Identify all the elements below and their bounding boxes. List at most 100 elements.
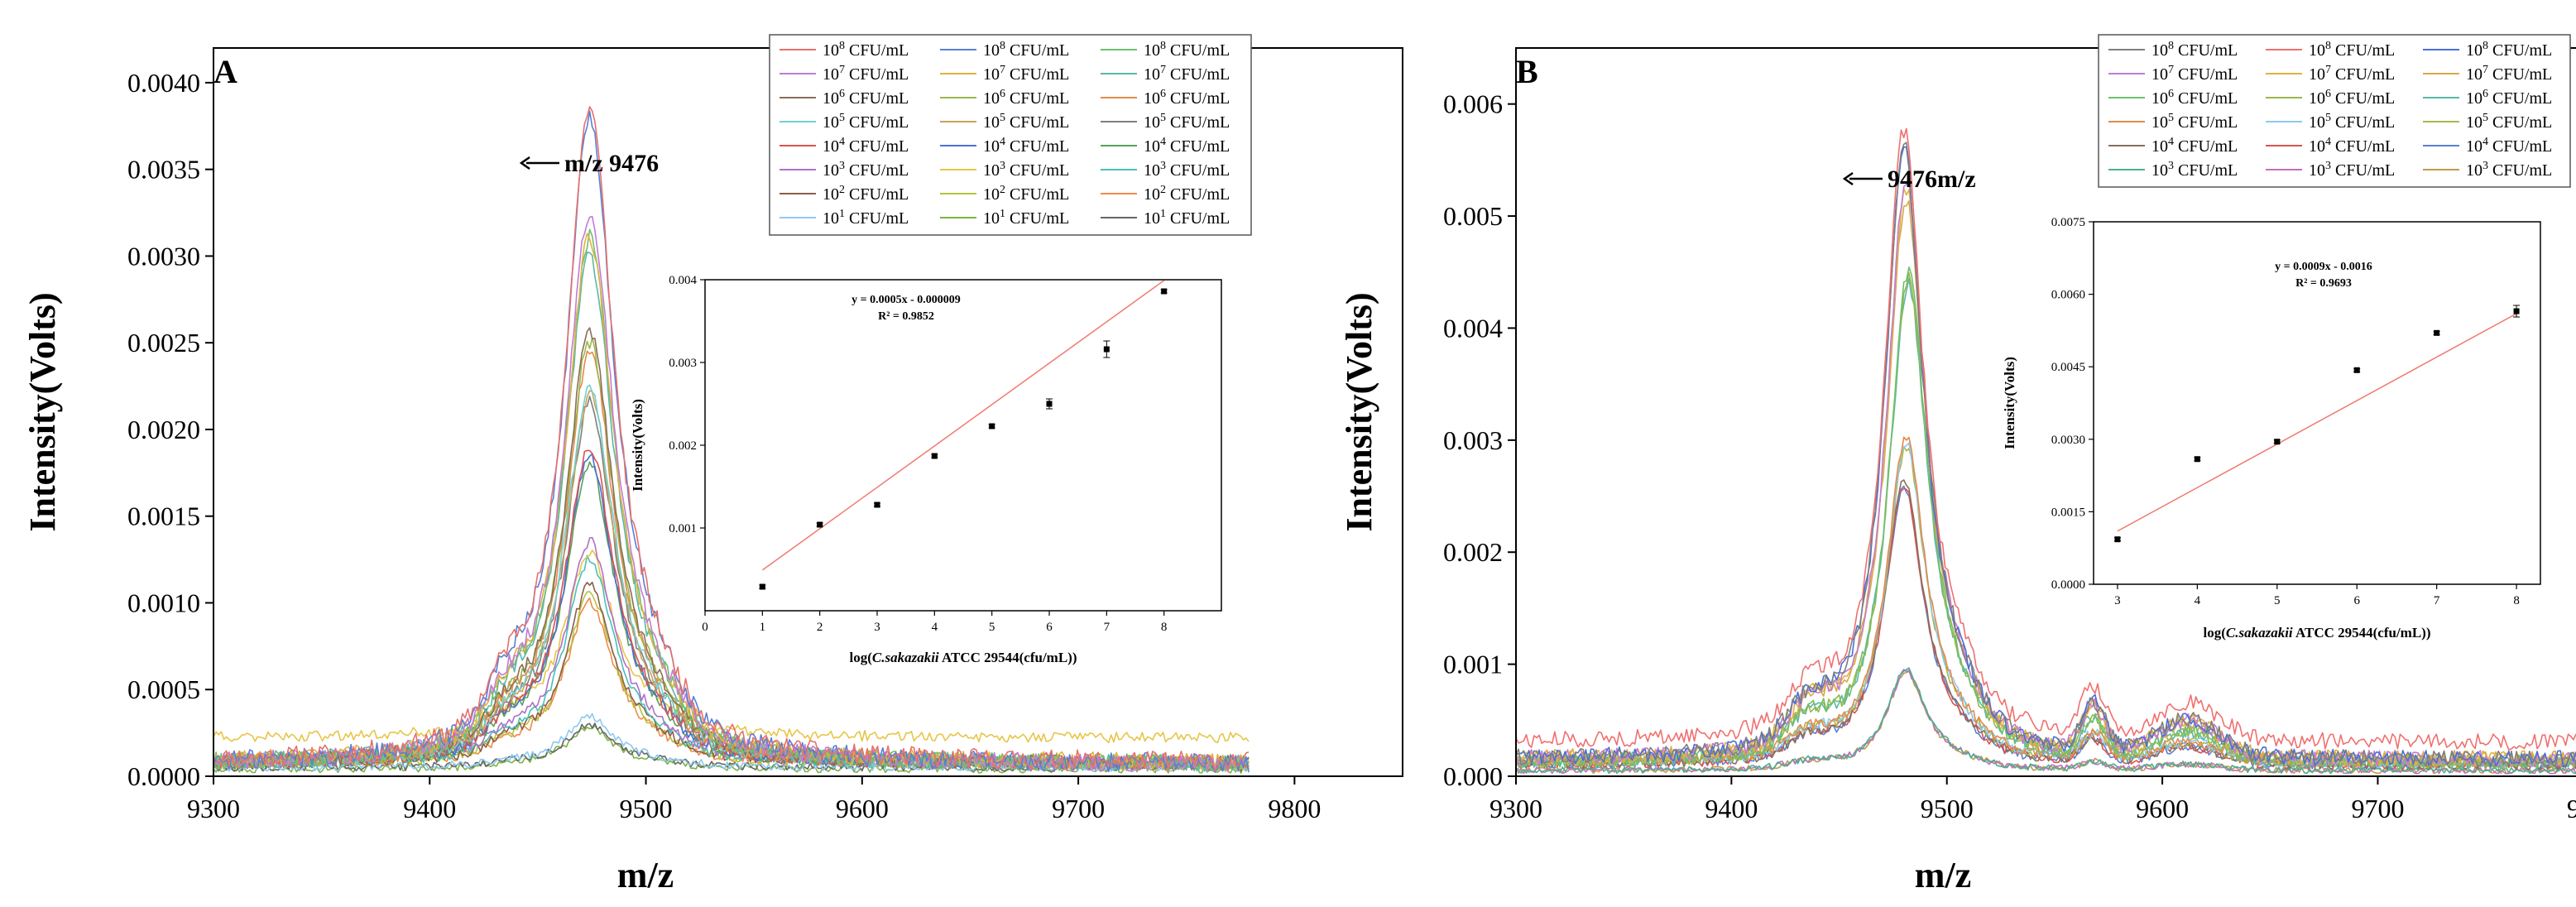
panel-b-inset-content: 3 4 5 6 7 8 0.0000 0.0015 0.0030 0.0045 0.0060 0.00… <box>2051 216 2521 607</box>
panel-a-legend-label-19: 102 CFU/mL <box>983 184 1069 204</box>
panel-b-inset-y-label-3: 0.0045 <box>2051 361 2085 374</box>
panel-b-spectrum-6 <box>1515 266 2576 770</box>
panel-b-inset-equation: y = 0.0009x - 0.0016 <box>2275 261 2372 273</box>
panel-a-annotation-text: m/z 9476 <box>564 150 659 177</box>
panel-a-inset-fit-line <box>761 280 1165 571</box>
panel-b-inset-y-label-4: 0.0060 <box>2051 289 2085 302</box>
panel-a-legend-label-1: 108 CFU/mL <box>983 40 1069 60</box>
panel-b-y-tick-label-1: 0.001 <box>1443 650 1503 679</box>
panel-a-legend-box <box>769 34 1252 236</box>
panel-a-inset-x-label-8: 8 <box>1161 621 1168 634</box>
panel-b-spectrum-15 <box>1515 667 2576 775</box>
panel-a-inset-x-label-6: 6 <box>1046 621 1053 634</box>
panel-a-inset-point-6 <box>1103 346 1110 353</box>
panel-a-x-axis-title: m/z <box>617 855 674 895</box>
panel-a-inset-x-label-1: 1 <box>760 621 766 634</box>
panel-a-inset-content: 0 1 2 3 4 5 6 7 8 0.001 0.002 0.003 0.004 <box>669 274 1168 634</box>
panel-a-inset-point-7 <box>1161 288 1168 295</box>
panel-b-legend-label-15: 103 CFU/mL <box>2151 160 2238 180</box>
panel-a-inset-y-label-2: 0.003 <box>669 357 697 370</box>
panel-b-legend-label-4: 107 CFU/mL <box>2309 64 2395 84</box>
panel-a-legend-label-4: 107 CFU/mL <box>983 64 1069 84</box>
panel-a-inset-y-title: Intensity(Volts) <box>630 399 645 492</box>
panel-a-x-tick-label-4: 9700 <box>1052 794 1105 823</box>
panel-b-inset-x-label-3: 6 <box>2353 594 2360 607</box>
panel-a-legend-label-10: 105 CFU/mL <box>983 112 1069 132</box>
panel-a-y-axis-title: Intensity(Volts) <box>22 292 63 531</box>
panel-b-legend-box <box>2098 34 2571 188</box>
panel-a-x-tick-label-2: 9500 <box>620 794 673 823</box>
panel-b-legend-label-7: 106 CFU/mL <box>2309 88 2395 108</box>
panel-b-inset-point-1 <box>2194 456 2200 463</box>
panel-a-legend-label-9: 105 CFU/mL <box>823 112 909 132</box>
panel-b-inset-point-4 <box>2434 329 2440 336</box>
panel-a-label: A <box>213 53 237 90</box>
panel-b-legend-label-3: 107 CFU/mL <box>2151 64 2238 84</box>
panel-a-inset-x-label-5: 5 <box>989 621 995 634</box>
panel-a-inset-x-title: log(C.sakazakii ATCC 29544(cfu/mL)) <box>849 650 1077 665</box>
panel-b-label: B <box>1516 53 1538 90</box>
panel-a-inset-x-label-0: 0 <box>702 621 708 634</box>
panel-a-annotation-arrowhead <box>519 156 530 170</box>
panel-b-spectrum-17 <box>1515 670 2576 775</box>
panel-b-x-tick-label-3: 9600 <box>2136 794 2189 823</box>
panel-a-legend-label-8: 106 CFU/mL <box>1144 88 1230 108</box>
panel-b-legend-label-10: 105 CFU/mL <box>2309 112 2395 132</box>
panel-a-inset-bg <box>702 280 1221 611</box>
panel-a-y-tick-label-0: 0.0000 <box>127 761 200 791</box>
panel-a-y-tick-label-6: 0.0030 <box>127 241 200 271</box>
panel-b-inset-bg <box>2022 214 2552 609</box>
panel-a-inset-x-label-7: 7 <box>1104 621 1111 634</box>
panel-b-x-tick-label-1: 9400 <box>1705 794 1758 823</box>
panel-b-inset-point-0 <box>2114 536 2121 543</box>
panel-b-spectrum-1 <box>1515 127 2576 751</box>
panel-a-y-tick-label-4: 0.0020 <box>127 415 200 444</box>
panel-b-y-axis-title: Intensity(Volts) <box>1339 292 1379 531</box>
panel-b-inset-fit-line <box>2117 313 2517 532</box>
panel-a-inset-x-title-post: ATCC 29544(cfu/mL)) <box>939 650 1077 665</box>
panel-b-y-tick-label-0: 0.000 <box>1443 761 1503 791</box>
panel-b-inset-y-label-0: 0.0000 <box>2051 578 2085 592</box>
panel-b-legend-label-1: 108 CFU/mL <box>2309 40 2395 60</box>
panel-b-legend-label-6: 106 CFU/mL <box>2151 88 2238 108</box>
panel-a-legend-label-18: 102 CFU/mL <box>823 184 909 204</box>
panel-a-inset-x-label-2: 2 <box>817 621 823 634</box>
panel-b-inset-x-label-4: 7 <box>2434 594 2440 607</box>
panel-b-inset-x-title-post: ATCC 29544(cfu/mL)) <box>2293 625 2431 641</box>
panel-b-inset-point-2 <box>2274 439 2281 445</box>
panel-a-spectrum-0 <box>213 106 1250 772</box>
panel-b-inset-y-label-1: 0.0015 <box>2051 506 2085 519</box>
panel-b-annotation-arrowhead <box>1842 171 1854 186</box>
panel-b-legend-label-13: 104 CFU/mL <box>2309 136 2395 156</box>
panel-a-legend-label-12: 104 CFU/mL <box>823 136 909 156</box>
panel-b-annotation-text: 9476m/z <box>1888 166 1976 193</box>
panel-b-spectrum-0 <box>1515 142 2576 768</box>
panel-b-x-tick-label-5: 9800 <box>2567 794 2576 823</box>
panel-b-legend-label-9: 105 CFU/mL <box>2151 112 2238 132</box>
panel-a-y-tick-label-3: 0.0015 <box>127 501 200 531</box>
panel-a-legend-label-20: 102 CFU/mL <box>1144 184 1230 204</box>
panel-b-inset-x-label-5: 8 <box>2513 594 2520 607</box>
panel-a-legend-label-0: 108 CFU/mL <box>823 40 909 60</box>
panel-a-inset-y-label-3: 0.004 <box>669 274 697 287</box>
panel-a-y-ticks: 0.0000 0.0005 0.0010 0.0015 0.0020 0.0025 0.00… <box>127 68 213 791</box>
panel-b-y-tick-label-5: 0.005 <box>1443 201 1503 231</box>
panel-a-legend-label-11: 105 CFU/mL <box>1144 112 1230 132</box>
panel-a-legend-label-15: 103 CFU/mL <box>823 160 909 180</box>
panel-a-legend: 108 CFU/mL 107 CFU/mL 106 CFU/mL 105 CFU/mL… <box>769 34 1252 236</box>
panel-a-legend-label-5: 107 CFU/mL <box>1144 64 1230 84</box>
panel-a-inset-y-label-0: 0.001 <box>669 522 697 535</box>
panel-a-inset-y-label-1: 0.002 <box>669 439 697 453</box>
panel-b-legend: 108 CFU/mL 107 CFU/mL 106 CFU/mL 105 CFU/mL… <box>2098 34 2571 188</box>
panel-a-spectrum-16 <box>213 549 1250 744</box>
panel-b-inset-x-label-2: 5 <box>2274 594 2281 607</box>
panel-b-y-ticks: 0.000 0.001 0.002 0.003 0.004 0.005 0.006 <box>1443 89 1516 791</box>
panel-b-y-tick-label-6: 0.006 <box>1443 89 1503 119</box>
panel-a-legend-label-6: 106 CFU/mL <box>823 88 909 108</box>
panel-b-inset-point-3 <box>2353 367 2360 373</box>
panel-a-inset-point-0 <box>759 583 765 590</box>
panel-a-legend-label-7: 106 CFU/mL <box>983 88 1069 108</box>
panel-b-y-tick-label-2: 0.002 <box>1443 537 1503 567</box>
panel-b-x-tick-label-2: 9500 <box>1921 794 1974 823</box>
panel-b-x-axis-title: m/z <box>1915 855 1971 895</box>
